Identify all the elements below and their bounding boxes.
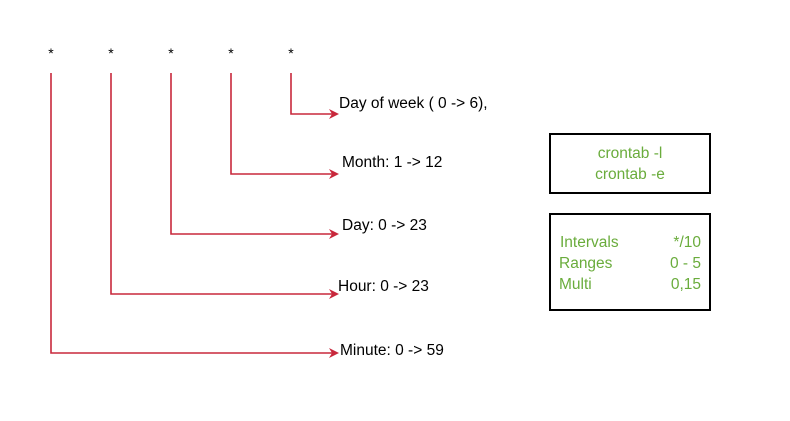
syntax-box: Intervals */10 Ranges 0 - 5 Multi 0,15 [549,213,711,311]
intervals-name: Intervals [560,234,619,251]
hour-label: Hour: 0 -> 23 [338,278,429,295]
month-asterisk: * [228,45,234,61]
day-label: Day: 0 -> 23 [342,217,427,234]
month-connector-arrow [230,73,339,179]
minute-connector-arrow [50,73,339,358]
command-list-crontab: crontab -l [598,145,663,162]
hour-connector-arrow [110,73,339,299]
day-connector-arrow [170,73,339,239]
minute-label: Minute: 0 -> 59 [340,342,444,359]
hour-asterisk: * [108,45,114,61]
weekday-asterisk: * [288,45,294,61]
multi-example: 0,15 [671,276,701,293]
command-edit-crontab: crontab -e [595,166,665,183]
intervals-example: */10 [673,234,701,251]
minute-asterisk: * [48,45,54,61]
ranges-example: 0 - 5 [670,255,701,272]
multi-name: Multi [559,276,592,293]
weekday-connector-arrow [290,73,339,119]
commands-box: crontab -l crontab -e [549,133,711,194]
commands-box-border [549,133,711,194]
syntax-box-border [549,213,711,311]
ranges-name: Ranges [559,255,613,272]
day-asterisk: * [168,45,174,61]
weekday-label: Day of week ( 0 -> 6), [339,95,488,112]
month-label: Month: 1 -> 12 [342,154,442,171]
